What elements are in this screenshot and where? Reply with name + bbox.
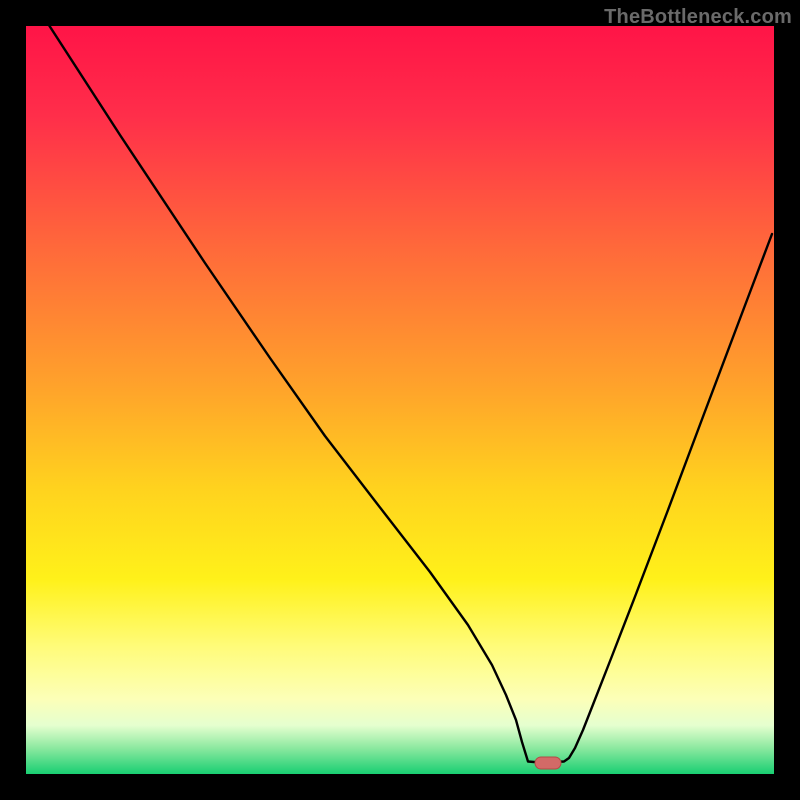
frame-bottom [0, 774, 800, 800]
frame-right [774, 0, 800, 800]
bottleneck-chart [0, 0, 800, 800]
gradient-background [26, 26, 774, 774]
optimal-marker [535, 757, 561, 769]
frame-left [0, 0, 26, 800]
watermark-text: TheBottleneck.com [604, 6, 792, 29]
chart-container: TheBottleneck.com [0, 0, 800, 800]
